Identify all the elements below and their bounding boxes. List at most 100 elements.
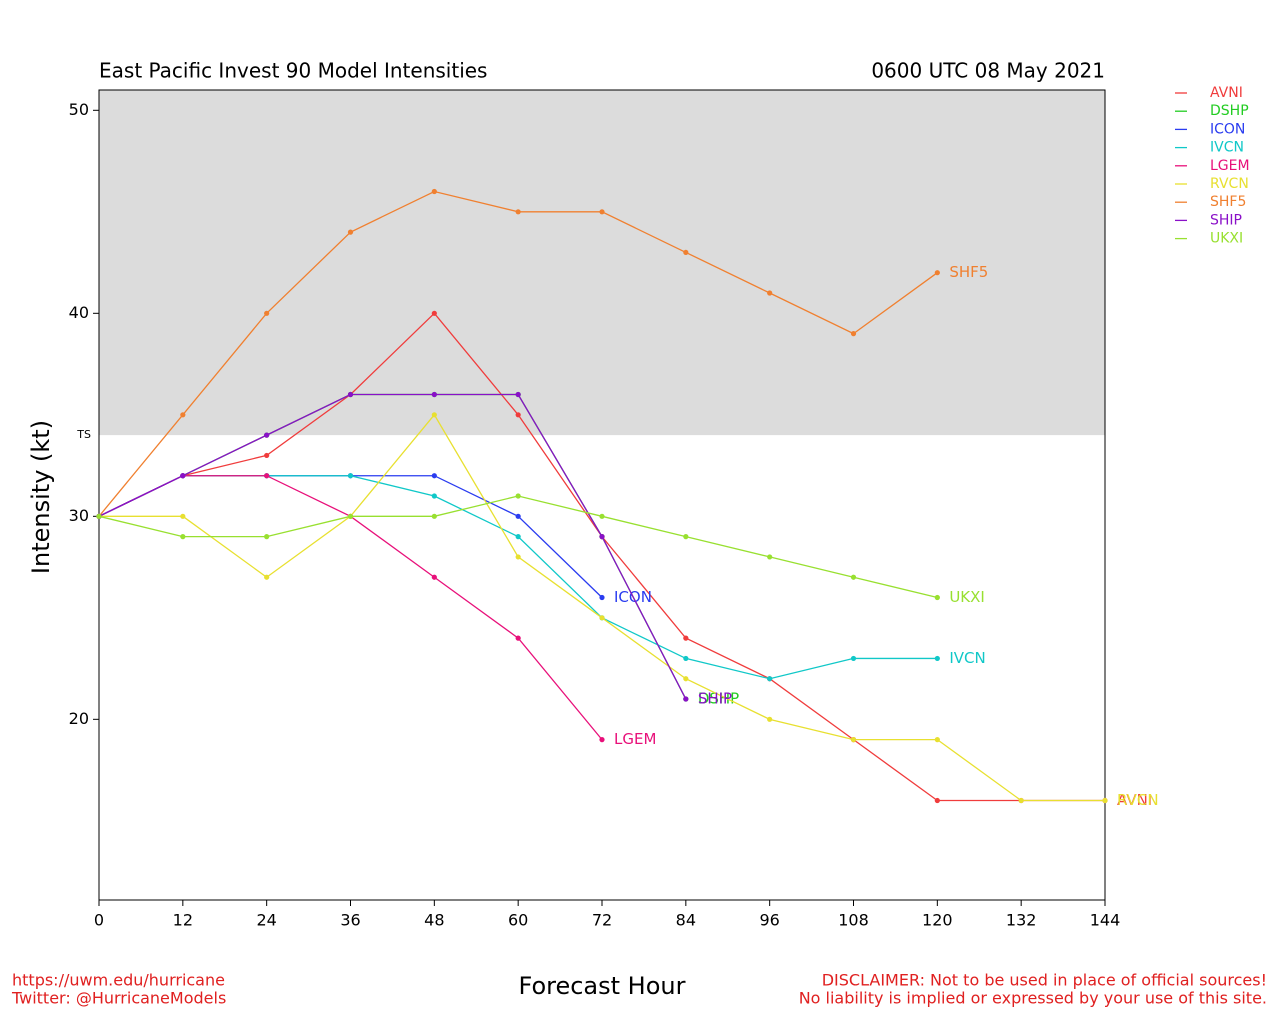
end-label: LGEM [614,730,656,748]
end-label: IVCN [949,649,985,667]
x-tick-label: 12 [173,911,193,930]
data-point [850,574,857,580]
data-point [180,513,186,519]
x-tick-label: 60 [508,911,528,930]
end-label: UKXI [949,588,985,606]
data-point [767,676,773,682]
end-label: AVNI [1117,791,1152,809]
data-point [515,554,521,560]
data-point [515,635,521,641]
x-tick-label: 0 [94,911,104,930]
series-line [99,413,1105,802]
data-point [431,493,437,499]
legend-label: SHF5 [1210,194,1246,210]
data-point [347,391,354,398]
x-tick-label: 120 [922,911,953,930]
data-point [180,473,186,479]
data-point [515,209,521,215]
data-point [767,290,773,296]
data-point [599,737,605,743]
series-line [98,475,938,680]
legend-label: LGEM [1210,158,1250,174]
data-point [431,513,437,519]
data-point [683,635,689,641]
y-tick-label: 30 [69,506,89,525]
data-point [599,513,605,519]
data-point [599,615,605,621]
data-point [347,229,354,235]
data-point [515,513,521,519]
x-tick-label: 36 [340,911,360,930]
data-point [180,412,186,418]
series-line [98,475,603,598]
data-point [264,432,270,438]
threshold-label: TS [76,428,91,441]
y-tick-label: 40 [69,303,89,322]
x-tick-label: 96 [759,911,779,930]
data-point [431,310,437,316]
legend-label: RVCN [1210,176,1249,192]
footer-right: DISCLAIMER: Not to be used in place of o… [822,971,1267,990]
chart-subtitle: 0600 UTC 08 May 2021 [871,59,1105,83]
data-point [599,209,605,215]
data-point [934,655,940,662]
threshold-band [99,90,1105,436]
data-point [264,534,270,540]
x-tick-label: 144 [1090,911,1121,930]
data-point [431,188,437,195]
data-point [683,534,689,540]
legend-label: AVNI [1210,85,1243,101]
data-point [767,716,773,722]
y-tick-label: 20 [69,709,89,728]
y-tick-label: 50 [69,100,89,119]
data-point [264,473,270,479]
data-point [515,391,521,398]
x-axis-label: Forecast Hour [519,972,686,1000]
data-point [264,310,270,316]
x-tick-label: 48 [424,911,444,930]
data-point [264,574,270,580]
data-point [683,655,689,662]
legend-label: UKXI [1210,231,1243,247]
data-point [599,594,605,601]
data-point [431,574,437,580]
chart-title: East Pacific Invest 90 Model Intensities [99,59,487,83]
x-tick-label: 84 [676,911,696,930]
end-label: RVCN [1117,791,1159,809]
end-label: SHIP [698,690,732,708]
data-point [264,452,270,459]
data-point [1102,797,1108,804]
legend-label: DSHP [1210,103,1249,119]
data-point [515,493,521,499]
data-point [599,534,605,540]
x-tick-label: 72 [592,911,612,930]
data-point [431,391,437,398]
data-point [683,696,689,702]
data-point [850,331,857,337]
legend-label: IVCN [1210,140,1244,156]
data-point [431,473,437,479]
data-point [96,513,102,519]
data-point [180,534,186,540]
x-tick-label: 24 [256,911,276,930]
footer-left: Twitter: @HurricaneModels [11,989,226,1008]
data-point [347,513,354,519]
y-axis-label: Intensity (kt) [27,420,55,574]
footer-right: No liability is implied or expressed by … [799,989,1267,1008]
data-point [683,676,689,682]
data-point [515,412,521,418]
data-point [934,594,940,601]
x-tick-label: 132 [1006,911,1037,930]
data-point [1018,797,1024,804]
data-point [431,412,437,418]
data-point [934,797,940,804]
end-label: SHF5 [949,263,988,281]
data-point [934,737,940,743]
end-label: DSHP [698,690,739,708]
legend-label: ICON [1210,121,1245,137]
data-point [934,270,940,276]
data-point [767,554,773,560]
data-point [347,473,354,479]
data-point [515,534,521,540]
